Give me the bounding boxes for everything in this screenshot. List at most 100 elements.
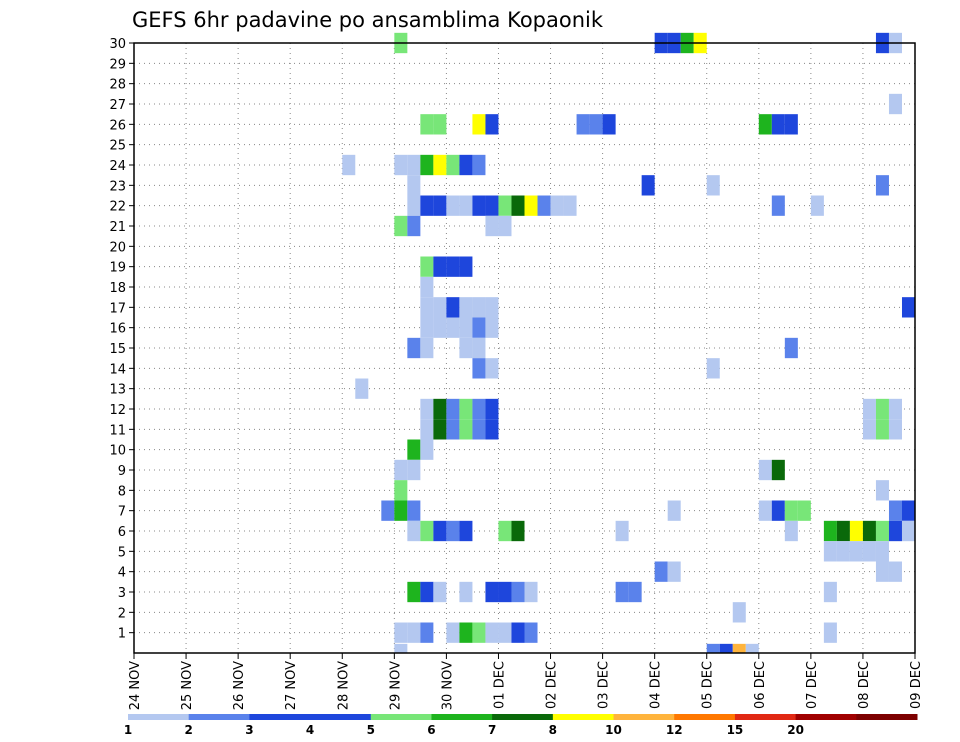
precip-cell bbox=[511, 581, 525, 603]
y-tick-label: 7 bbox=[118, 505, 126, 520]
precip-cell bbox=[524, 581, 538, 603]
precip-cell bbox=[394, 215, 408, 237]
precip-cell bbox=[433, 256, 447, 277]
x-tick-label: 03 DEC bbox=[597, 661, 612, 709]
legend-swatch bbox=[552, 714, 615, 720]
precip-cell bbox=[550, 195, 564, 216]
precip-cell bbox=[706, 643, 720, 653]
legend-swatch bbox=[492, 714, 554, 720]
precip-cell bbox=[433, 419, 447, 440]
precip-cell bbox=[433, 398, 447, 420]
legend-swatch bbox=[856, 714, 918, 720]
legend-level-label: 4 bbox=[306, 723, 314, 737]
precip-cell bbox=[771, 195, 785, 216]
precip-cell bbox=[446, 297, 460, 318]
precip-cell bbox=[784, 500, 798, 521]
y-tick-label: 11 bbox=[109, 423, 126, 438]
precip-cell bbox=[459, 419, 473, 440]
precip-cell bbox=[459, 622, 473, 643]
y-tick-label: 29 bbox=[109, 57, 126, 72]
y-tick-label: 6 bbox=[118, 525, 126, 540]
y-tick-label: 17 bbox=[109, 301, 126, 316]
precip-cell bbox=[420, 398, 434, 420]
precip-cell bbox=[498, 581, 512, 603]
precip-cell bbox=[472, 358, 486, 379]
precip-cell bbox=[420, 581, 434, 603]
x-tick-label: 04 DEC bbox=[649, 661, 664, 709]
y-tick-label: 30 bbox=[109, 37, 126, 52]
precip-cell bbox=[615, 581, 629, 603]
precip-cell bbox=[459, 195, 473, 216]
precip-cell bbox=[667, 500, 681, 521]
precip-cell bbox=[498, 215, 512, 237]
precip-cell bbox=[485, 195, 499, 216]
precip-cell bbox=[667, 561, 681, 582]
precip-cell bbox=[888, 500, 902, 521]
precip-cell bbox=[459, 337, 473, 359]
precip-cell bbox=[459, 297, 473, 318]
precip-cell bbox=[862, 398, 876, 420]
precip-cell bbox=[485, 297, 499, 318]
precip-cell bbox=[784, 114, 798, 135]
precip-cell bbox=[823, 581, 837, 603]
cells-layer bbox=[342, 32, 915, 653]
precip-cell bbox=[888, 398, 902, 420]
legend: 1 2 3 4 5 6 7 8 10 12 15 20 bbox=[124, 714, 918, 737]
precip-cell bbox=[485, 114, 499, 135]
precip-cell bbox=[823, 520, 837, 542]
precip-cell bbox=[459, 154, 473, 176]
precip-cell bbox=[472, 419, 486, 440]
x-tick-label: 25 NOV bbox=[180, 661, 195, 710]
y-tick-label: 12 bbox=[109, 403, 126, 418]
legend-swatch bbox=[795, 714, 857, 720]
precip-cell bbox=[420, 622, 434, 643]
y-tick-label: 27 bbox=[109, 98, 126, 113]
precip-cell bbox=[472, 622, 486, 643]
precip-cell bbox=[485, 622, 499, 643]
precip-cell bbox=[420, 439, 434, 460]
precip-cell bbox=[472, 317, 486, 338]
legend-level-label: 12 bbox=[666, 723, 683, 737]
precip-cell bbox=[602, 114, 616, 135]
y-tick-label: 18 bbox=[109, 281, 126, 296]
legend-level-label: 1 bbox=[124, 723, 132, 737]
precip-cell bbox=[394, 459, 408, 481]
y-tick-label: 20 bbox=[109, 240, 126, 255]
chart-title: GEFS 6hr padavine po ansamblima Kopaonik bbox=[132, 8, 604, 32]
precip-cell bbox=[407, 622, 421, 643]
precip-cell bbox=[732, 602, 746, 623]
y-tick-label: 21 bbox=[109, 220, 126, 235]
legend-swatch bbox=[188, 714, 250, 720]
precip-cell bbox=[407, 337, 421, 359]
precip-cell bbox=[862, 520, 876, 542]
precip-cell bbox=[758, 459, 772, 481]
y-tick-label: 23 bbox=[109, 179, 126, 194]
y-tick-label: 19 bbox=[109, 261, 126, 276]
precip-cell bbox=[485, 215, 499, 237]
precip-cell bbox=[407, 195, 421, 216]
precip-cell bbox=[758, 114, 772, 135]
precip-cell bbox=[433, 520, 447, 542]
precip-cell bbox=[394, 643, 408, 653]
precip-cell bbox=[394, 154, 408, 176]
precip-cell bbox=[485, 581, 499, 603]
precip-cell bbox=[771, 500, 785, 521]
y-tick-label: 22 bbox=[109, 200, 126, 215]
precip-cell bbox=[459, 520, 473, 542]
legend-swatch bbox=[310, 714, 372, 720]
precip-cell bbox=[888, 93, 902, 115]
y-tick-label: 4 bbox=[118, 566, 126, 581]
precip-cell bbox=[888, 520, 902, 542]
y-tick-label: 24 bbox=[109, 159, 126, 174]
x-tick-label: 29 NOV bbox=[388, 661, 403, 710]
precip-cell bbox=[407, 154, 421, 176]
precip-cell bbox=[901, 297, 915, 318]
x-tick-label: 05 DEC bbox=[701, 661, 716, 709]
precip-cell bbox=[420, 154, 434, 176]
y-tick-label: 13 bbox=[109, 383, 126, 398]
y-axis: 1234567891011121314151617181920212223242… bbox=[109, 37, 134, 642]
precip-cell bbox=[420, 520, 434, 542]
precip-cell bbox=[459, 398, 473, 420]
legend-level-label: 15 bbox=[727, 723, 744, 737]
precip-cell bbox=[407, 175, 421, 196]
